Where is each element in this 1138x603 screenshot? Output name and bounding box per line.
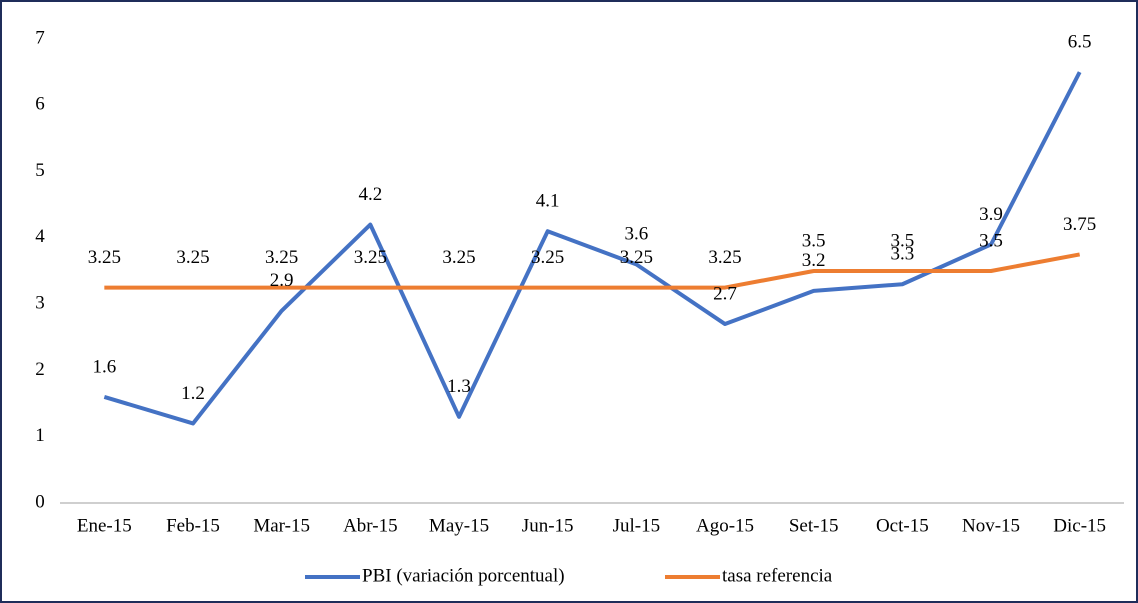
y-tick-label: 5: [35, 160, 45, 181]
data-label: 3.5: [890, 230, 914, 251]
data-label: 3.25: [88, 247, 121, 268]
legend-label: PBI (variación porcentual): [362, 565, 565, 586]
legend-label: tasa referencia: [722, 565, 833, 586]
data-label: 3.25: [442, 247, 475, 268]
data-label: 3.2: [802, 250, 826, 271]
data-label: 1.3: [447, 376, 471, 397]
data-label: 3.25: [176, 247, 209, 268]
x-tick-label: Abr-15: [343, 515, 398, 536]
data-label: 4.2: [358, 184, 382, 205]
data-label: 3.75: [1063, 214, 1096, 235]
data-label: 3.25: [620, 247, 653, 268]
data-label: 2.9: [270, 270, 294, 291]
data-label: 3.5: [979, 230, 1003, 251]
x-tick-label: Oct-15: [876, 515, 929, 536]
data-label: 3.25: [531, 247, 564, 268]
y-tick-label: 2: [35, 359, 45, 380]
x-tick-label: Jun-15: [522, 515, 574, 536]
y-tick-label: 0: [35, 491, 45, 512]
data-label: 3.25: [265, 247, 298, 268]
data-label: 3.6: [624, 224, 648, 245]
x-tick-label: Ene-15: [77, 515, 132, 536]
data-label: 3.25: [708, 247, 741, 268]
data-label: 6.5: [1068, 32, 1092, 53]
x-tick-label: Dic-15: [1053, 515, 1106, 536]
series-line: [103, 71, 1082, 426]
series-line: [104, 252, 1081, 290]
data-label: 1.6: [92, 356, 116, 377]
data-label: 4.1: [536, 191, 560, 212]
y-tick-label: 4: [35, 226, 45, 247]
x-tick-label: Set-15: [789, 515, 839, 536]
data-label: 3.3: [890, 244, 914, 265]
y-tick-label: 6: [35, 94, 45, 115]
x-tick-label: Ago-15: [696, 515, 754, 536]
data-label: 3.5: [802, 230, 826, 251]
y-tick-label: 1: [35, 425, 45, 446]
y-tick-label: 3: [35, 293, 45, 314]
x-tick-label: Jul-15: [613, 515, 661, 536]
x-tick-label: Feb-15: [166, 515, 220, 536]
x-tick-label: Mar-15: [253, 515, 310, 536]
data-label: 3.9: [979, 204, 1003, 225]
data-label: 2.7: [713, 283, 737, 304]
data-label: 1.2: [181, 383, 205, 404]
x-tick-label: May-15: [429, 515, 489, 536]
x-tick-label: Nov-15: [962, 515, 1020, 536]
y-tick-label: 7: [35, 27, 45, 48]
data-label: 3.25: [354, 247, 387, 268]
